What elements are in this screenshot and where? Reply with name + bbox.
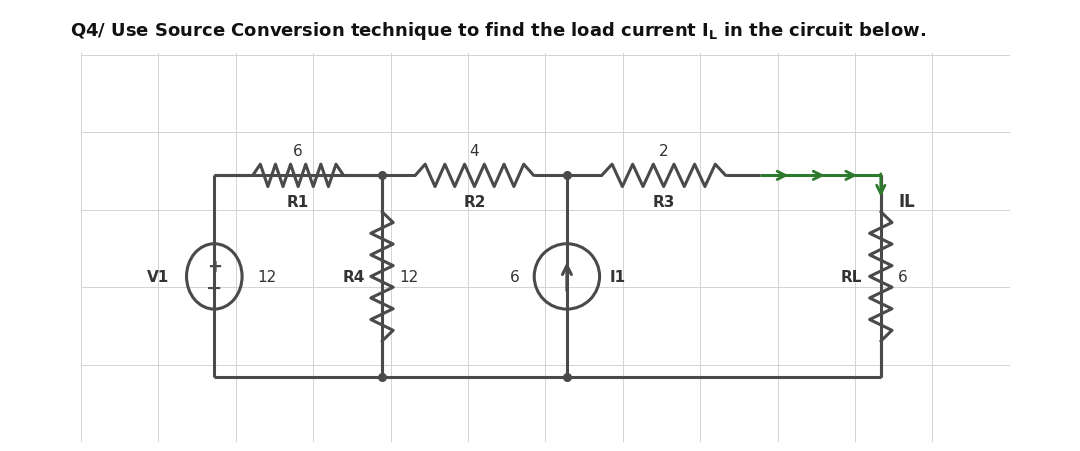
Text: 6: 6 [897,269,908,284]
Text: 12: 12 [257,269,276,284]
Text: R3: R3 [652,195,675,210]
Text: R2: R2 [463,195,486,210]
Text: 2: 2 [659,144,669,159]
Text: V1: V1 [147,269,170,284]
Text: Q4/ Use Source Conversion technique to find the load current $\mathregular{I_L}$: Q4/ Use Source Conversion technique to f… [70,20,927,42]
Text: 6: 6 [510,269,519,284]
Text: +: + [206,258,221,276]
Text: 6: 6 [294,144,303,159]
Text: RL: RL [840,269,862,284]
Text: I1: I1 [610,269,626,284]
Text: −: − [206,279,222,298]
Text: R1: R1 [287,195,309,210]
Text: 12: 12 [400,269,418,284]
Text: IL: IL [897,193,915,211]
Text: R4: R4 [342,269,365,284]
Text: 4: 4 [470,144,480,159]
